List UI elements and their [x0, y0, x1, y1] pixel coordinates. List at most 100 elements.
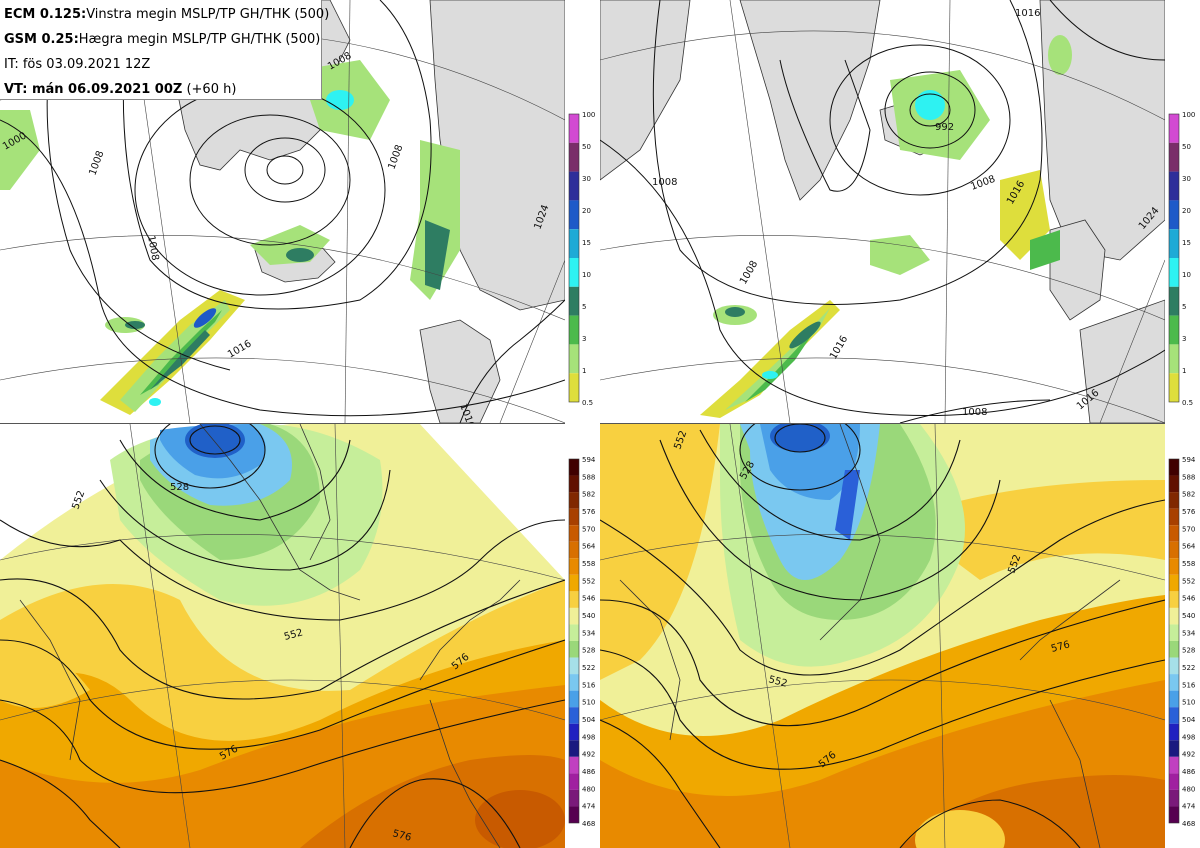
ecm-thickness-panel: 528 552 576 576 576 552 [0, 424, 565, 848]
thickness-scale-swatch [569, 789, 579, 807]
thickness-scale-swatch [1169, 773, 1179, 790]
thickness-scale-swatch [1169, 508, 1179, 526]
thickness-scale-tick-label: 588 [582, 473, 595, 481]
thickness-scale-swatch [1169, 624, 1179, 641]
thickness-colorbar-right: 594 588 582 576 570 564 558 552 546 540 534 528 522 5… [1168, 456, 1196, 828]
precip-scale-tick-label: 0.5 [1182, 399, 1193, 407]
thickness-scale-swatch [569, 740, 579, 757]
precip-scale-tick-label: 5 [1182, 303, 1186, 311]
thickness-scale-tick-label: 558 [582, 560, 595, 568]
precip-scale-swatch [569, 171, 579, 201]
thickness-scale-tick-label: 576 [582, 508, 596, 516]
thickness-scale-swatch [569, 541, 579, 559]
precip-scale-tick-label: 100 [582, 111, 595, 119]
thickness-scale-swatch [1169, 756, 1179, 774]
precipitation-shading [0, 60, 460, 415]
precip-scale-swatch [569, 258, 579, 287]
thickness-scale-swatch [569, 475, 579, 493]
svg-text:1016: 1016 [1015, 8, 1040, 19]
height-contours [600, 424, 1165, 848]
gfs-thickness-panel: 552 552 528 552 576 576 [600, 424, 1165, 848]
thickness-scale-swatch [569, 641, 579, 658]
thickness-scale-swatch [1169, 492, 1179, 509]
precip-scale-tick-label: 10 [1182, 271, 1191, 279]
precip-scale-swatch [1169, 286, 1179, 316]
precip-scale-tick-label: 50 [582, 143, 591, 151]
precip-scale-swatch [569, 286, 579, 316]
svg-text:528: 528 [170, 482, 189, 493]
thickness-scale-tick-label: 522 [1182, 664, 1195, 672]
precip-scale-swatch [1169, 344, 1179, 374]
precip-scale-tick-label: 3 [582, 335, 586, 343]
thickness-scale-swatch [569, 806, 579, 823]
thickness-scale-tick-label: 492 [582, 751, 595, 759]
thickness-scale-swatch [1169, 723, 1179, 741]
britain-landmass [419, 319, 501, 423]
precip-scale-tick-label: 15 [582, 239, 591, 247]
thickness-scale-tick-label: 582 [582, 491, 595, 499]
thickness-scale-swatch [569, 492, 579, 509]
thickness-colorbar-left: 594 588 582 576 570 564 558 552 546 540 534 528 522 5… [568, 456, 596, 828]
thickness-scale-tick-label: 468 [1182, 820, 1195, 828]
thickness-scale-tick-label: 522 [582, 664, 595, 672]
precip-scale-tick-label: 20 [1182, 207, 1191, 215]
precip-scale-swatch [569, 114, 579, 143]
thickness-scale-swatch [1169, 607, 1179, 625]
precip-scale-swatch [1169, 142, 1179, 172]
precip-scale-swatch [1169, 200, 1179, 230]
thickness-scale-tick-label: 528 [582, 647, 595, 655]
precip-scale-tick-label: 30 [582, 175, 591, 183]
thickness-scale-swatch [1169, 574, 1179, 592]
thickness-scale-swatch [569, 459, 579, 476]
info-line-init-time: IT: fös 03.09.2021 12Z [4, 57, 151, 72]
thickness-scale-swatch [1169, 459, 1179, 476]
thickness-scale-tick-label: 510 [582, 699, 595, 707]
britain-landmass [1049, 219, 1106, 321]
thickness-scale-swatch [1169, 641, 1179, 658]
height-contours [0, 424, 565, 848]
precip-scale-tick-label: 20 [582, 207, 591, 215]
thickness-scale-tick-label: 504 [1182, 716, 1196, 724]
forecast-info-box: ECM 0.125:Vinstra megin MSLP/TP GH/THK (… [0, 0, 330, 100]
precip-scale-tick-label: 1 [582, 367, 586, 375]
isobars [600, 0, 1165, 423]
thickness-scale-tick-label: 534 [1182, 629, 1196, 637]
thickness-scale-tick-label: 486 [582, 768, 596, 776]
thickness-scale-swatch [569, 723, 579, 741]
graticule [600, 0, 1165, 423]
thickness-scale-tick-label: 570 [582, 525, 595, 533]
precip-scale-tick-label: 5 [582, 303, 586, 311]
thickness-scale-tick-label: 528 [1182, 647, 1195, 655]
thickness-scale-swatch [1169, 657, 1179, 675]
precip-scale-tick-label: 30 [1182, 175, 1191, 183]
thickness-scale-swatch [1169, 525, 1179, 542]
svg-text:992: 992 [935, 122, 954, 133]
thickness-scale-tick-label: 492 [1182, 751, 1195, 759]
thickness-scale-swatch [569, 525, 579, 542]
precip-scale-tick-label: 0.5 [582, 399, 593, 407]
thickness-scale-swatch [1169, 690, 1179, 708]
thickness-scale-swatch [569, 674, 579, 691]
thickness-scale-tick-label: 480 [582, 785, 595, 793]
precip-scale-swatch [569, 344, 579, 374]
thickness-scale-tick-label: 594 [582, 456, 596, 464]
svg-text:576: 576 [1050, 639, 1071, 655]
thickness-scale-tick-label: 582 [1182, 491, 1195, 499]
precip-scale-tick-label: 15 [1182, 239, 1191, 247]
thickness-scale-swatch [1169, 789, 1179, 807]
precip-scale-swatch [569, 373, 579, 402]
thickness-scale-tick-label: 576 [1182, 508, 1196, 516]
thickness-scale-tick-label: 498 [582, 733, 595, 741]
svg-text:1008: 1008 [962, 407, 987, 418]
thickness-scale-tick-label: 516 [1182, 681, 1196, 689]
thickness-scale-tick-label: 504 [582, 716, 596, 724]
svg-text:1008: 1008 [652, 177, 677, 188]
info-line-gfs: GSM 0.25:Hægra megin MSLP/TP GH/THK (500… [4, 32, 321, 47]
thickness-scale-tick-label: 594 [1182, 456, 1196, 464]
thickness-scale-tick-label: 480 [1182, 785, 1195, 793]
info-line-ecm: ECM 0.125:Vinstra megin MSLP/TP GH/THK (… [4, 7, 330, 22]
precip-scale-swatch [1169, 229, 1179, 258]
precip-scale-swatch [1169, 315, 1179, 345]
precip-scale-tick-label: 100 [1182, 111, 1195, 119]
